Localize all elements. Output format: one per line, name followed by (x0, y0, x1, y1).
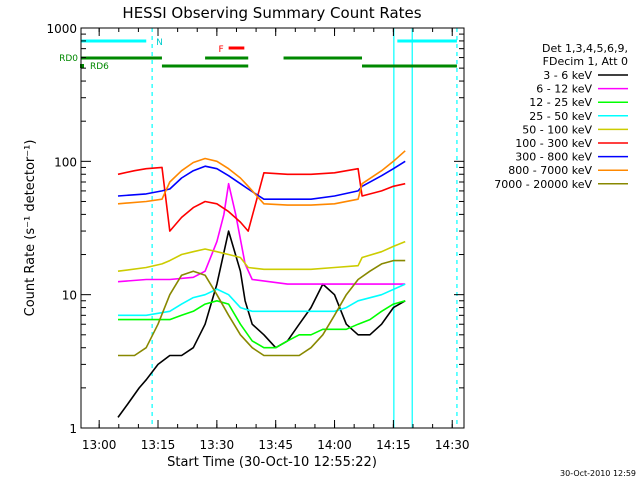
legend-label-300-800-kev: 300 - 800 keV (515, 151, 592, 164)
series-line-7000-20000-kev (118, 259, 406, 357)
timestamp: 30-Oct-2010 12:59 (560, 469, 636, 478)
flag-label-f: F (218, 45, 223, 55)
x-axis-ticks: 13:00 13:15 13:30 13:45 14:00 14:15 14:30 (82, 28, 470, 452)
series-line-50-100-kev (117, 240, 406, 272)
series-line-3-6-kev (117, 230, 406, 418)
series-line-25-50-kev (118, 283, 406, 317)
y-tick-label-3: 100 (54, 155, 77, 169)
x-tick-label-4: 13:45 (258, 438, 293, 452)
flag-label-n: N (156, 38, 163, 48)
series-line-800-7000-kev (117, 150, 406, 206)
legend-header-line-1: Det 1,3,4,5,6,9, (542, 42, 628, 55)
y-axis-ticks: 1 10 100 1000 (46, 22, 464, 436)
x-tick-label-6: 14:15 (376, 438, 411, 452)
rd6-marker (80, 64, 84, 68)
legend-label-6-12-kev: 6 - 12 keV (536, 83, 592, 96)
x-axis-label: Start Time (30-Oct-10 12:55:22) (167, 455, 377, 470)
legend-label-50-100-kev: 50 - 100 keV (522, 123, 592, 136)
y-tick-label-1: 1 (69, 422, 77, 436)
flag-label-rd0: RD0 (59, 54, 78, 64)
plot-frame (80, 27, 465, 429)
plot-area: N F RD0 RD6 (59, 28, 458, 428)
legend-label-3-6-kev: 3 - 6 keV (543, 69, 592, 82)
chart-title: HESSI Observing Summary Count Rates (122, 4, 421, 22)
flag-bars: N F RD0 RD6 (59, 38, 457, 72)
legend-label-800-7000-kev: 800 - 7000 keV (508, 164, 592, 177)
y-tick-label-2: 10 (62, 289, 77, 303)
legend-label-7000-20000-kev: 7000 - 20000 keV (494, 178, 592, 191)
flag-label-rd6: RD6 (90, 62, 109, 72)
x-tick-label-7: 14:30 (435, 438, 470, 452)
legend-header-line-2: FDecim 1, Att 0 (543, 55, 628, 68)
legend-label-25-50-kev: 25 - 50 keV (529, 110, 592, 123)
y-tick-label-4: 1000 (46, 22, 77, 36)
x-tick-label-2: 13:15 (141, 438, 176, 452)
marker-lines (151, 28, 458, 428)
x-tick-label-5: 14:00 (317, 438, 352, 452)
x-tick-label-3: 13:30 (200, 438, 235, 452)
legend: Det 1,3,4,5,6,9, FDecim 1, Att 0 3 - 6 k… (494, 42, 628, 191)
series-line-6-12-kev (117, 182, 406, 285)
y-axis-label: Count Rate (s⁻¹ detector⁻¹) (23, 140, 38, 317)
legend-label-12-25-kev: 12 - 25 keV (529, 96, 592, 109)
x-tick-label-1: 13:00 (82, 438, 117, 452)
legend-label-100-300-kev: 100 - 300 keV (515, 137, 592, 150)
series-lines (117, 150, 406, 418)
